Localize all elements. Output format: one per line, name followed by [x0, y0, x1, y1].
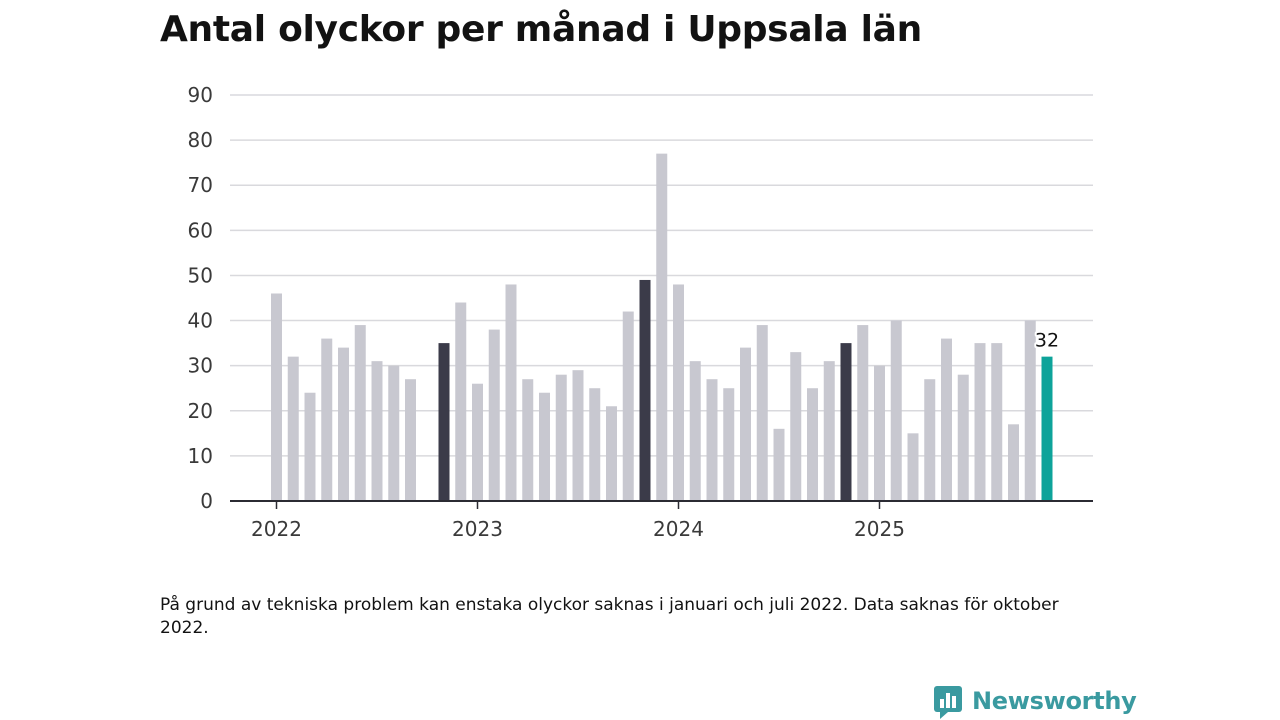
bar-2022-03 [304, 392, 316, 501]
bar-2022-02 [287, 356, 299, 501]
bar-2025-05 [941, 338, 952, 501]
bar-2023-05 [539, 392, 550, 501]
bar-2023-09 [606, 406, 617, 501]
bar-2023-02 [488, 329, 500, 501]
bar-2024-02 [689, 361, 701, 501]
bar-2025-10 [1024, 320, 1036, 501]
bar-2023-03 [505, 284, 517, 501]
bar-chart: 0 10 20 30 40 50 60 70 80 90 2022 2023 2024 2025 32 [188, 83, 1093, 541]
bar-2022-04 [321, 338, 333, 501]
bar-2023-04 [522, 379, 534, 501]
bar-2023-11 [639, 279, 651, 501]
bar-2024-03 [706, 379, 718, 501]
bar-2022-12 [455, 302, 467, 501]
y-tick-label: 10 [188, 444, 213, 468]
bar-2022-08 [388, 365, 400, 501]
y-tick-label: 20 [188, 399, 213, 423]
y-tick-label: 50 [188, 263, 213, 287]
y-tick-label: 0 [200, 489, 213, 513]
y-tick-label: 40 [188, 309, 213, 333]
newsworthy-logo[interactable]: Newsworthy [932, 682, 1137, 720]
y-tick-label: 30 [188, 354, 213, 378]
bar-2023-12 [656, 153, 668, 501]
x-tick-label-2025: 2025 [854, 517, 905, 541]
bar-2024-10 [823, 361, 835, 501]
brand-name: Newsworthy [972, 687, 1137, 715]
y-tick-label: 80 [188, 128, 213, 152]
bar-2024-06 [756, 325, 768, 501]
bar-2022-01 [271, 293, 282, 501]
x-tick-label-2024: 2024 [653, 517, 704, 541]
y-tick-label: 70 [188, 173, 213, 197]
bar-2022-11 [438, 343, 450, 501]
y-axis-tick-labels: 0 10 20 30 40 50 60 70 80 90 [188, 83, 213, 513]
bar-2025-04 [924, 379, 936, 501]
bar-2024-12 [857, 325, 869, 501]
x-tick-label-2023: 2023 [452, 517, 503, 541]
bar-2022-09 [405, 379, 416, 501]
bar-2025-06 [957, 374, 969, 501]
x-tick-label-2022: 2022 [251, 517, 302, 541]
bar-2025-02 [890, 320, 902, 501]
bar-2025-11 [1041, 356, 1053, 501]
chart-title: Antal olyckor per månad i Uppsala län [160, 9, 922, 50]
bar-2025-09 [1008, 424, 1019, 501]
bar-2024-08 [790, 352, 802, 501]
bars [271, 153, 1053, 501]
x-axis-tick-labels: 2022 2023 2024 2025 [251, 501, 905, 541]
bar-2022-07 [371, 361, 383, 501]
footnote: På grund av tekniska problem kan enstaka… [160, 595, 1059, 638]
bar-2022-05 [338, 347, 349, 501]
bar-2024-05 [740, 347, 751, 501]
bar-2023-01 [472, 383, 483, 501]
bar-2022-06 [354, 325, 366, 501]
bar-2023-08 [589, 388, 601, 501]
bar-2024-07 [773, 428, 785, 501]
bar-2023-10 [622, 311, 634, 501]
bar-2024-01 [673, 284, 684, 501]
y-tick-label: 60 [188, 218, 213, 242]
bar-2023-06 [555, 374, 567, 501]
bar-2024-09 [807, 388, 818, 501]
y-tick-label: 90 [188, 83, 213, 107]
data-labels: 32 [1033, 328, 1061, 354]
bar-2025-07 [974, 343, 986, 501]
bar-2025-03 [907, 433, 919, 501]
bar-2024-11 [840, 343, 852, 501]
bar-2023-07 [572, 370, 584, 501]
bar-2025-08 [991, 343, 1003, 501]
bar-2025-01 [874, 365, 885, 501]
data-label-latest: 32 [1035, 330, 1059, 352]
bar-chart-speech-bubble-icon [934, 686, 962, 719]
bar-2024-04 [723, 388, 735, 501]
